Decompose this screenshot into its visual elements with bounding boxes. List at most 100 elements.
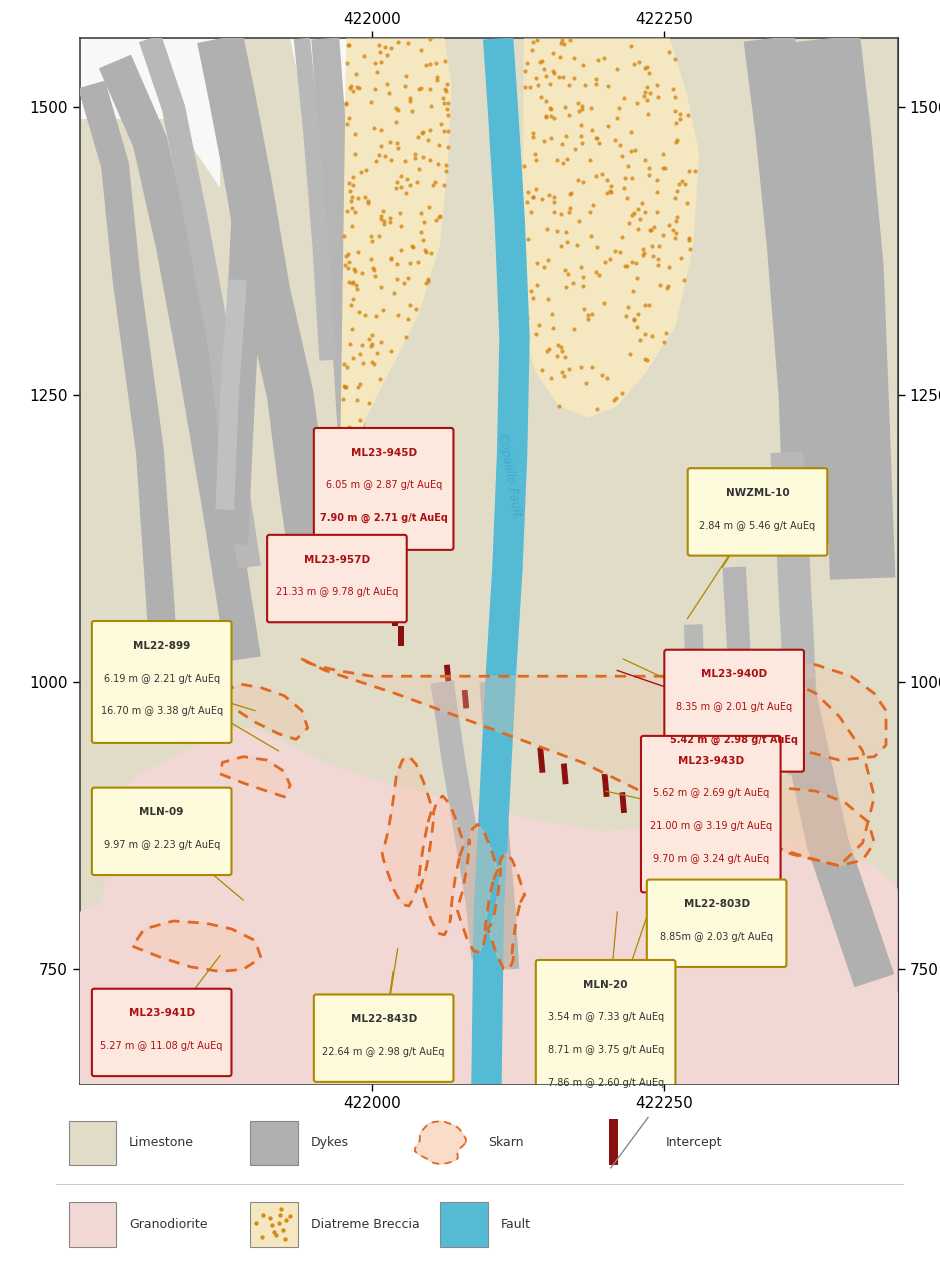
Bar [444, 665, 452, 688]
Polygon shape [723, 566, 769, 879]
Text: ML22-843D: ML22-843D [351, 1014, 416, 1024]
Text: 3.54 m @ 7.33 g/t AuEq: 3.54 m @ 7.33 g/t AuEq [548, 1012, 664, 1023]
Bar [609, 1119, 618, 1165]
Polygon shape [80, 38, 898, 1084]
Text: 8.85m @ 2.03 g/t AuEq: 8.85m @ 2.03 g/t AuEq [660, 931, 773, 942]
FancyBboxPatch shape [314, 429, 453, 550]
Polygon shape [771, 452, 821, 775]
Text: 5.27 m @ 11.08 g/t AuEq: 5.27 m @ 11.08 g/t AuEq [101, 1042, 223, 1051]
Polygon shape [431, 680, 494, 958]
Text: Granodiorite: Granodiorite [129, 1218, 208, 1230]
Polygon shape [215, 280, 247, 509]
Polygon shape [99, 55, 260, 662]
Text: 5.42 m @ 2.98 g/t AuEq: 5.42 m @ 2.98 g/t AuEq [670, 735, 798, 745]
Polygon shape [197, 33, 337, 571]
Text: 9.70 m @ 3.24 g/t AuEq: 9.70 m @ 3.24 g/t AuEq [652, 854, 769, 863]
Text: 21.33 m @ 9.78 g/t AuEq: 21.33 m @ 9.78 g/t AuEq [275, 588, 398, 598]
Text: 6.19 m @ 2.21 g/t AuEq: 6.19 m @ 2.21 g/t AuEq [103, 674, 220, 684]
Polygon shape [80, 992, 898, 1084]
Text: 8.71 m @ 3.75 g/t AuEq: 8.71 m @ 3.75 g/t AuEq [547, 1046, 664, 1055]
Bar [217, 935, 223, 957]
Text: ML23-943D: ML23-943D [678, 756, 744, 766]
Bar [246, 955, 252, 973]
Polygon shape [488, 853, 525, 970]
Bar [322, 539, 328, 561]
Text: Diatreme Breccia: Diatreme Breccia [311, 1218, 419, 1230]
Polygon shape [772, 677, 894, 987]
Text: Fault: Fault [501, 1218, 531, 1230]
Text: Dykes: Dykes [311, 1137, 349, 1150]
Polygon shape [139, 35, 261, 568]
Polygon shape [684, 625, 714, 924]
Text: 9.97 m @ 2.23 g/t AuEq: 9.97 m @ 2.23 g/t AuEq [103, 840, 220, 851]
Polygon shape [220, 684, 307, 739]
Polygon shape [133, 921, 261, 971]
Bar [228, 753, 235, 771]
Polygon shape [80, 38, 220, 187]
Bar [299, 509, 305, 529]
Polygon shape [78, 81, 176, 625]
Bar [502, 734, 510, 757]
Polygon shape [80, 727, 898, 1084]
Bar [678, 834, 685, 856]
Polygon shape [664, 665, 886, 760]
Text: 5.62 m @ 2.69 g/t AuEq: 5.62 m @ 2.69 g/t AuEq [652, 788, 769, 798]
Bar [538, 747, 545, 772]
Bar [485, 712, 493, 733]
Bar [258, 786, 264, 807]
FancyBboxPatch shape [688, 468, 827, 556]
Text: Limestone: Limestone [129, 1137, 195, 1150]
Text: NWZML-10: NWZML-10 [726, 488, 790, 498]
FancyBboxPatch shape [250, 1202, 298, 1247]
Polygon shape [479, 681, 519, 970]
Bar [281, 961, 288, 981]
Polygon shape [744, 36, 836, 545]
Polygon shape [457, 825, 497, 952]
Bar [275, 838, 281, 858]
Text: 21.00 m @ 3.19 g/t AuEq: 21.00 m @ 3.19 g/t AuEq [650, 821, 772, 831]
Bar [211, 344, 218, 366]
Text: ML23-957D: ML23-957D [304, 554, 370, 565]
FancyBboxPatch shape [665, 649, 804, 771]
Polygon shape [300, 659, 874, 866]
Text: 2.84 m @ 5.46 g/t AuEq: 2.84 m @ 5.46 g/t AuEq [699, 521, 816, 531]
Text: ML22-803D: ML22-803D [683, 899, 750, 910]
Bar [293, 477, 299, 500]
Polygon shape [215, 187, 266, 545]
FancyBboxPatch shape [641, 736, 780, 892]
FancyBboxPatch shape [647, 880, 787, 967]
Polygon shape [471, 37, 529, 1084]
Text: ML23-940D: ML23-940D [701, 670, 767, 680]
FancyBboxPatch shape [267, 535, 407, 622]
Bar [658, 812, 666, 838]
Polygon shape [220, 757, 290, 797]
Bar [246, 377, 253, 394]
FancyBboxPatch shape [536, 960, 676, 1116]
Polygon shape [80, 866, 209, 1084]
Bar [619, 792, 627, 813]
Bar [399, 626, 404, 647]
Text: 7.90 m @ 2.71 g/t AuEq: 7.90 m @ 2.71 g/t AuEq [320, 513, 447, 523]
Bar [395, 961, 400, 981]
Bar [561, 763, 569, 784]
Text: ML22-899: ML22-899 [133, 640, 190, 650]
Text: Skarn: Skarn [488, 1137, 524, 1150]
Polygon shape [311, 37, 368, 476]
Bar [462, 690, 469, 708]
FancyBboxPatch shape [69, 1202, 117, 1247]
Polygon shape [795, 35, 895, 580]
Polygon shape [415, 1121, 466, 1164]
Text: 22.64 m @ 2.98 g/t AuEq: 22.64 m @ 2.98 g/t AuEq [322, 1047, 445, 1057]
Polygon shape [747, 795, 786, 958]
Text: MLN-20: MLN-20 [584, 980, 628, 989]
FancyBboxPatch shape [69, 1120, 117, 1165]
Text: MLN-09: MLN-09 [139, 807, 184, 817]
Text: 8.35 m @ 2.01 g/t AuEq: 8.35 m @ 2.01 g/t AuEq [676, 702, 792, 712]
FancyBboxPatch shape [92, 621, 231, 743]
Polygon shape [339, 38, 451, 521]
Polygon shape [522, 38, 699, 418]
Polygon shape [290, 38, 442, 108]
FancyBboxPatch shape [314, 994, 453, 1082]
Polygon shape [697, 788, 874, 866]
FancyBboxPatch shape [92, 989, 231, 1076]
